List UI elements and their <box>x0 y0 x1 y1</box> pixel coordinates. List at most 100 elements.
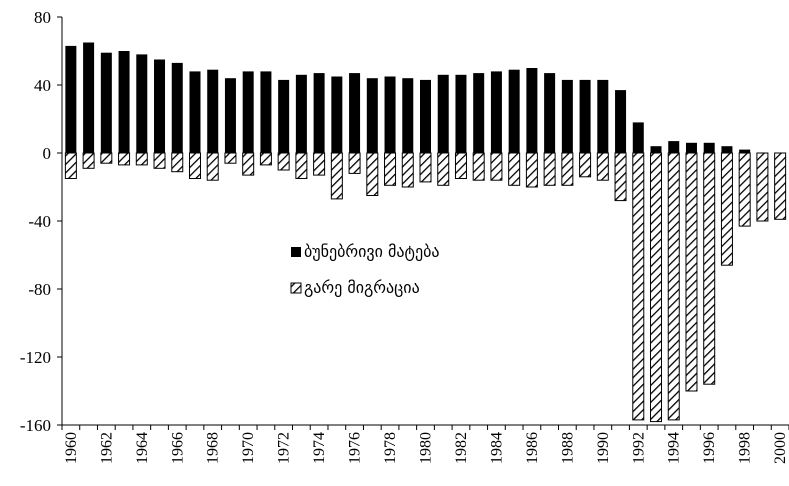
x-tick-label: 1986 <box>524 432 541 464</box>
bar-external-migration-1992 <box>632 152 645 421</box>
y-tick-label: 40 <box>34 76 51 95</box>
x-tick-label: 1994 <box>666 432 683 464</box>
bar-natural-increase-1979 <box>402 78 414 153</box>
x-tick-label: 1960 <box>63 432 80 464</box>
bar-natural-increase-1977 <box>366 78 378 153</box>
bar-external-migration-1960 <box>64 152 77 179</box>
bar-natural-increase-1997 <box>721 146 733 153</box>
legend: ბუნებრივი მატება გარე მიგრაცია <box>290 242 439 297</box>
x-tick-label: 1992 <box>630 432 647 464</box>
bar-external-migration-1982 <box>454 152 467 179</box>
y-tick-label: 0 <box>43 144 52 163</box>
bar-natural-increase-1990 <box>597 79 609 153</box>
bar-natural-increase-1967 <box>189 71 201 153</box>
bar-natural-increase-1980 <box>420 79 431 153</box>
bar-external-migration-1968 <box>206 152 219 181</box>
x-tick-label: 2000 <box>772 432 789 464</box>
bar-external-migration-1973 <box>295 152 308 179</box>
legend-label-external-migration: გარე მიგრაცია <box>304 278 420 297</box>
bar-natural-increase-1994 <box>668 141 680 153</box>
bar-natural-increase-1996 <box>703 142 715 153</box>
bar-natural-increase-1969 <box>224 78 236 153</box>
x-tick-label: 1984 <box>488 432 505 464</box>
x-tick-label: 1988 <box>559 432 576 464</box>
bar-external-migration-1996 <box>703 152 716 385</box>
bar-natural-increase-1986 <box>526 68 538 153</box>
bar-natural-increase-1988 <box>561 79 573 153</box>
bar-external-migration-1986 <box>525 152 538 188</box>
x-tick-label: 1962 <box>98 432 115 464</box>
bar-external-migration-1975 <box>330 152 343 200</box>
bar-external-migration-1983 <box>472 152 485 181</box>
bar-natural-increase-1974 <box>313 73 325 153</box>
bar-external-migration-1999 <box>756 152 769 222</box>
bar-natural-increase-1985 <box>508 69 520 153</box>
bar-external-migration-1969 <box>224 152 237 164</box>
bar-natural-increase-1976 <box>349 73 361 153</box>
bar-natural-increase-1973 <box>295 74 307 153</box>
bar-external-migration-1987 <box>543 152 556 186</box>
bars <box>64 42 787 423</box>
bar-natural-increase-1989 <box>579 79 591 153</box>
legend-label-natural-increase: ბუნებრივი მატება <box>304 242 439 261</box>
bar-external-migration-1964 <box>135 152 148 166</box>
bar-natural-increase-1962 <box>100 52 112 154</box>
x-tick-label: 1990 <box>595 432 612 464</box>
bar-natural-increase-1992 <box>632 122 644 153</box>
x-tick-label: 1970 <box>240 432 257 464</box>
bar-natural-increase-1987 <box>544 73 556 153</box>
bar-natural-increase-1964 <box>136 54 148 153</box>
bar-external-migration-1961 <box>82 152 95 169</box>
bar-external-migration-1994 <box>667 152 680 421</box>
bar-natural-increase-1984 <box>490 71 502 153</box>
bar-external-migration-1980 <box>419 152 432 183</box>
y-tick-label: -120 <box>20 348 51 367</box>
x-tick-label: 1980 <box>418 432 435 464</box>
bar-external-migration-1984 <box>490 152 503 181</box>
bar-external-migration-1977 <box>366 152 379 196</box>
y-tick-label: -160 <box>20 416 51 435</box>
bar-natural-increase-1966 <box>171 62 183 153</box>
bar-external-migration-1990 <box>596 152 609 181</box>
y-axis-ticks: 80 40 0 -40 -80 -120 -160 <box>20 8 62 435</box>
x-tick-label: 1996 <box>701 432 718 464</box>
bar-external-migration-1962 <box>100 152 113 164</box>
x-tick-label: 1998 <box>737 432 754 464</box>
bar-external-migration-1997 <box>720 152 733 266</box>
bar-natural-increase-1983 <box>473 73 485 153</box>
x-tick-label: 1974 <box>311 432 328 464</box>
bar-external-migration-1988 <box>561 152 574 186</box>
x-tick-label: 1966 <box>169 432 186 464</box>
bar-natural-increase-1961 <box>83 42 95 153</box>
bar-external-migration-2000 <box>774 152 787 220</box>
bar-natural-increase-1998 <box>739 149 751 153</box>
bar-external-migration-1965 <box>153 152 166 169</box>
bar-natural-increase-1978 <box>384 76 396 153</box>
bar-natural-increase-1991 <box>615 90 627 153</box>
bar-external-migration-1995 <box>685 152 698 392</box>
bar-external-migration-1985 <box>508 152 521 186</box>
bar-natural-increase-1971 <box>260 71 272 153</box>
bar-natural-increase-1963 <box>118 51 130 153</box>
bar-external-migration-1993 <box>650 152 663 423</box>
y-tick-label: -80 <box>28 280 51 299</box>
x-tick-label: 1976 <box>347 432 364 464</box>
bar-external-migration-1970 <box>242 152 255 176</box>
bar-natural-increase-1960 <box>65 45 77 153</box>
bar-external-migration-1966 <box>171 152 184 173</box>
x-tick-label: 1972 <box>276 432 293 464</box>
bar-external-migration-1967 <box>188 152 201 179</box>
x-tick-label: 1968 <box>205 432 222 464</box>
bar-natural-increase-1968 <box>207 69 219 153</box>
bar-natural-increase-1970 <box>242 71 254 153</box>
bar-natural-increase-1993 <box>650 146 662 153</box>
bar-external-migration-1981 <box>437 152 450 186</box>
y-tick-label: 80 <box>34 8 51 27</box>
bar-natural-increase-1995 <box>685 142 697 153</box>
legend-swatch-natural-increase <box>291 247 301 257</box>
bar-external-migration-1998 <box>738 152 751 227</box>
x-tick-label: 1964 <box>134 432 151 464</box>
y-tick-label: -40 <box>28 212 51 231</box>
bar-external-migration-1979 <box>401 152 414 188</box>
